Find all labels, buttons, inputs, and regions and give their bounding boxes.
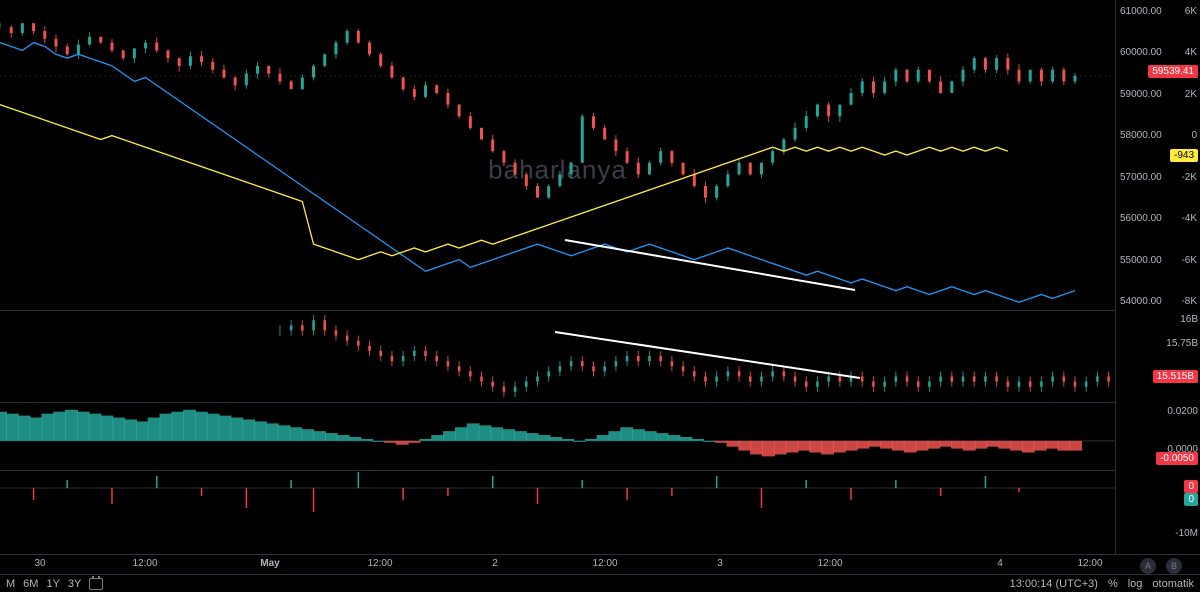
price-badge: 0: [1184, 493, 1198, 506]
x-tick: 2: [492, 558, 498, 569]
x-tick: 12:00: [367, 558, 392, 569]
chart-area[interactable]: baharlanya: [0, 0, 1115, 554]
y-tick: 55000.00-6K: [1116, 255, 1200, 267]
y-tick: 16B: [1180, 314, 1198, 325]
x-tick: 12:00: [1077, 558, 1102, 569]
calendar-icon[interactable]: [89, 578, 103, 590]
price-badge: 59539.41: [1148, 65, 1198, 78]
bottom-toolbar: M 6M 1Y 3Y 13:00:14 (UTC+3) % log otomat…: [0, 574, 1200, 592]
tf-3y[interactable]: 3Y: [68, 578, 81, 590]
right-controls: 13:00:14 (UTC+3) % log otomatik: [1010, 578, 1194, 590]
y-tick: 59000.002K: [1116, 89, 1200, 101]
price-badge: 15.515B: [1153, 370, 1198, 383]
tf-1y[interactable]: 1Y: [46, 578, 59, 590]
x-tick: 4: [997, 558, 1003, 569]
y-tick: 58000.000: [1116, 130, 1200, 142]
scale-button-a[interactable]: A: [1140, 558, 1156, 574]
y-tick: 15.75B: [1166, 338, 1198, 349]
price-badge: -943: [1170, 149, 1198, 162]
x-tick: 12:00: [817, 558, 842, 569]
scale-log[interactable]: log: [1128, 578, 1143, 590]
price-badge: -0.0050: [1156, 452, 1198, 465]
y-tick: 54000.00-8K: [1116, 296, 1200, 308]
y-tick: 57000.00-2K: [1116, 172, 1200, 184]
y-tick: 60000.004K: [1116, 47, 1200, 59]
y-tick: 0.0200: [1167, 406, 1198, 417]
price-badge: 0: [1184, 480, 1198, 493]
scale-auto[interactable]: otomatik: [1152, 578, 1194, 590]
x-tick: 12:00: [592, 558, 617, 569]
clock-label: 13:00:14 (UTC+3): [1010, 578, 1098, 590]
x-tick: 30: [34, 558, 45, 569]
x-axis[interactable]: 30 12:00 May 12:00 2 12:00 3 12:00 4 12:00: [0, 554, 1200, 574]
x-tick: 12:00: [132, 558, 157, 569]
tf-6m[interactable]: 6M: [23, 578, 38, 590]
scale-button-b[interactable]: B: [1166, 558, 1182, 574]
tf-m[interactable]: M: [6, 578, 15, 590]
y-tick: 61000.006K: [1116, 6, 1200, 18]
x-tick: May: [260, 558, 279, 569]
y-tick: 56000.00-4K: [1116, 213, 1200, 225]
right-scale-area[interactable]: 61000.006K 60000.004K 59000.002K 58000.000 5…: [1115, 0, 1200, 554]
y-tick: -10M: [1175, 528, 1198, 539]
timeframe-group: M 6M 1Y 3Y: [6, 578, 103, 590]
scale-pct[interactable]: %: [1108, 578, 1118, 590]
trendline-overlay: [0, 0, 1115, 554]
x-tick: 3: [717, 558, 723, 569]
